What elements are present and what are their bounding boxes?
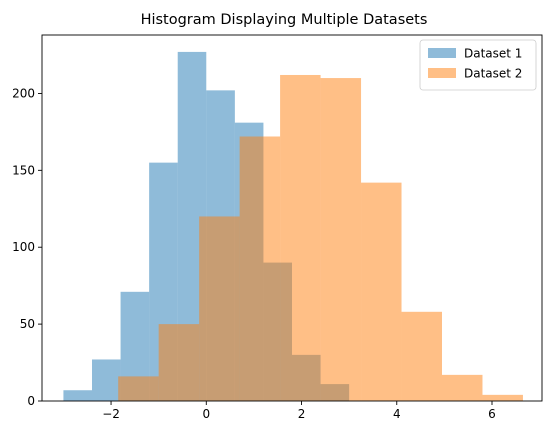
axes-frame [41,34,543,402]
bar-series2-bin8 [401,311,442,401]
y-tick-label: 50 [20,317,35,331]
bar-series2-bin6 [320,78,362,401]
x-tick-label: 4 [393,407,401,421]
bar-series1-bin2 [92,359,121,401]
legend-label-series2: Dataset 2 [464,67,522,81]
x-tick-label: 6 [488,407,496,421]
ticks-layer: −2 0 2 4 6 0 50 100 150 200 [12,86,496,421]
legend: Dataset 1 Dataset 2 [419,39,537,91]
bar-series2-bin4 [239,136,281,402]
bar-series2-bin5 [280,74,321,402]
chart-title: Histogram Displaying Multiple Datasets [141,12,428,28]
bar-series2-bin10 [482,394,523,401]
bar-series2-bin2 [158,324,200,401]
bar-series2-bin1 [118,376,159,401]
legend-swatch-series1 [428,48,456,58]
y-tick-label: 100 [12,240,35,254]
bar-series2-bin3 [199,216,240,401]
legend-swatch-series2 [428,68,456,78]
legend-label-series1: Dataset 1 [464,47,522,61]
bar-series2-bin9 [442,374,483,401]
x-tick-label: −2 [102,407,120,421]
x-tick-label: 2 [298,407,306,421]
bar-series1-bin1 [63,390,92,401]
x-tick-label: 0 [202,407,210,421]
bar-series2-bin7 [361,182,402,401]
y-tick-label: 0 [27,394,35,408]
y-tick-label: 150 [12,163,35,177]
bars-layer [63,51,523,402]
y-tick-label: 200 [12,86,35,100]
